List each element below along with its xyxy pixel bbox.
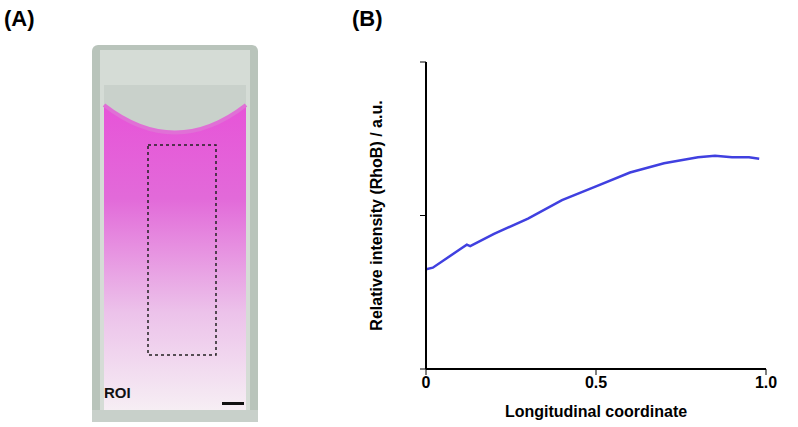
- svg-text:Relative intensity (RhoB) / a.: Relative intensity (RhoB) / a.u.: [368, 100, 385, 330]
- svg-text:ROI: ROI: [104, 384, 131, 401]
- svg-text:0.5: 0.5: [585, 374, 607, 391]
- html-text:(B): (B): [352, 6, 383, 31]
- html-text:(A): (A): [4, 6, 35, 31]
- svg-text:Longitudinal coordinate: Longitudinal coordinate: [505, 403, 687, 420]
- svg-text:1.0: 1.0: [755, 374, 777, 391]
- svg-text:0: 0: [422, 374, 431, 391]
